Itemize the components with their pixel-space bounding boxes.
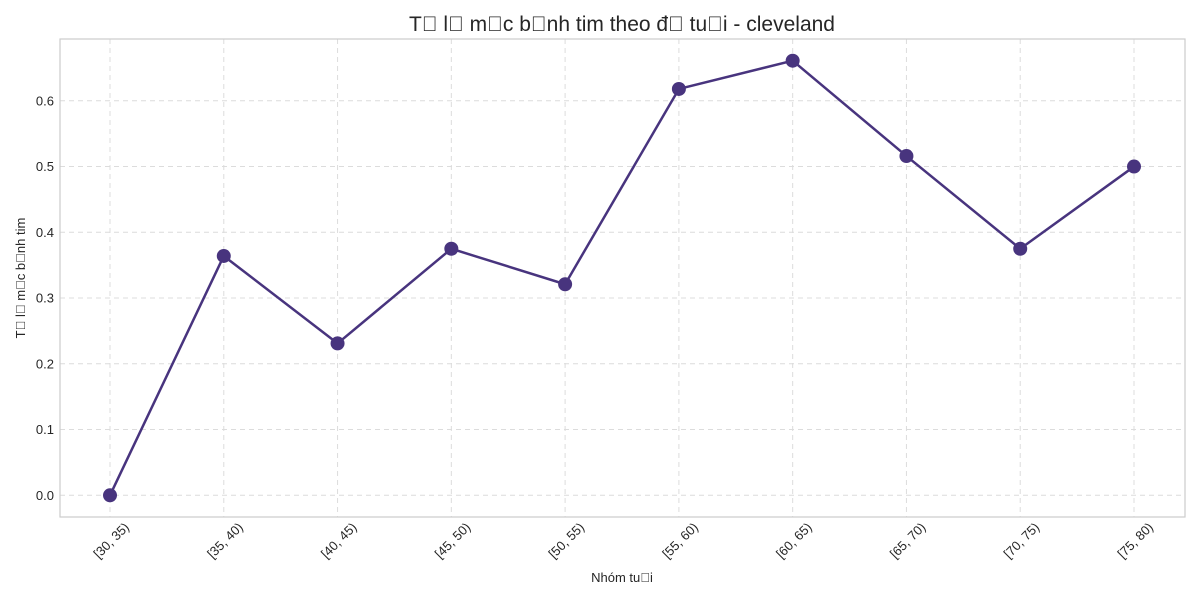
x-tick-labels: [30, 35) [35, 40) [40, 45) [45, 50) [50, 55)… (90, 520, 1156, 562)
x-tick-label: [60, 65) (773, 520, 815, 562)
x-grid (109, 39, 1135, 517)
y-grid (60, 100, 1185, 496)
y-tick-label: 0.0 (36, 488, 54, 503)
plot-frame (59, 38, 1186, 518)
x-tick-label: [35, 40) (204, 520, 246, 562)
y-tick-label: 0.5 (36, 159, 54, 174)
data-point (444, 241, 459, 256)
data-point (1127, 159, 1141, 174)
data-point (899, 149, 914, 164)
series-line (108, 59, 1135, 496)
x-tick-label: [70, 75) (1001, 520, 1043, 562)
data-point (330, 336, 345, 351)
y-tick-label: 0.3 (36, 291, 54, 306)
x-tick-label: [30, 35) (90, 520, 132, 562)
y-tick-labels: 0.0 0.1 0.2 0.3 0.4 0.5 0.6 (36, 93, 54, 502)
y-tick-label: 0.4 (36, 225, 54, 240)
data-point (216, 248, 231, 263)
x-tick-label: [65, 70) (887, 520, 929, 562)
x-tick-label: [45, 50) (432, 520, 474, 562)
chart-title: T  l  m c b nh tim theo đ  tu i - clevel… (409, 13, 835, 36)
data-point (558, 277, 573, 292)
y-tick-label: 0.2 (36, 356, 54, 371)
x-tick-label: [40, 45) (318, 520, 360, 562)
data-point (785, 53, 800, 68)
y-axis-label: T  l  m c b nh tim (13, 218, 28, 339)
x-tick-label: [50, 55) (545, 520, 587, 562)
data-point (1013, 241, 1028, 256)
data-point (671, 81, 686, 96)
y-tick-label: 0.6 (36, 93, 54, 108)
series-layer (103, 53, 1141, 503)
x-tick-label: [55, 60) (659, 520, 701, 562)
x-axis-label: Nhóm tu i (591, 570, 653, 585)
data-point (103, 488, 117, 503)
x-tick-label: [75, 80) (1114, 520, 1156, 562)
y-tick-label: 0.1 (36, 422, 54, 437)
